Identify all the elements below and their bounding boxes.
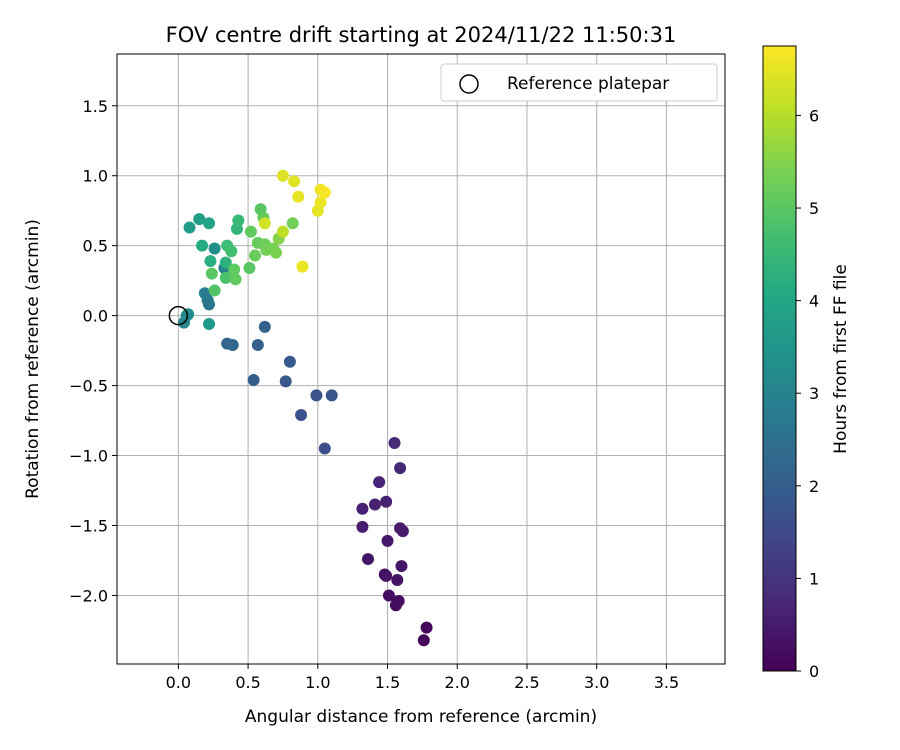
scatter-point [205,267,218,280]
x-tick-label: 1.5 [375,673,400,692]
scatter-point [193,213,206,226]
scatter-point [296,260,309,273]
scatter-point [204,255,217,268]
scatter-point [381,534,394,547]
x-axis-label: Angular distance from reference (arcmin) [245,707,597,727]
scatter-point [276,169,289,182]
plot-frame [116,53,726,665]
scatter-point [380,495,393,508]
scatter-point [380,569,393,582]
scatter-point [198,287,211,300]
scatter-point [251,339,264,352]
scatter-point [356,520,369,533]
y-tick-label: 1.5 [83,97,108,116]
scatter-point [368,498,381,511]
colorbar [762,45,797,672]
scatter-point [208,242,221,255]
colorbar-tick-label: 5 [809,199,819,218]
scatter-point [382,589,395,602]
x-tick-label: 3.5 [654,673,679,692]
x-tick-label: 0.0 [166,673,191,692]
scatter-point [394,462,407,475]
x-tick-label: 3.0 [584,673,609,692]
colorbar-tick-label: 1 [809,569,819,588]
scatter-point [203,318,216,331]
colorbar-tick-label: 3 [809,384,819,403]
scatter-point [314,196,327,209]
legend-box [440,63,718,102]
scatter-point [292,190,305,203]
scatter-point [226,339,239,352]
y-axis-ticks: −2.0 −1.5 −1.0 −0.5 0.0 0.5 1.0 1.5 [69,97,117,605]
x-tick-label: 2.0 [445,673,470,692]
scatter-point [276,225,289,238]
scatter-point [318,186,331,199]
grid-lines [117,54,725,664]
y-axis-label: Rotation from reference (arcmin) [23,219,43,499]
y-tick-label: −1.5 [69,516,108,535]
legend: Reference platepar [440,63,718,102]
scatter-point [310,389,323,402]
x-axis-ticks: 0.0 0.5 1.0 1.5 2.0 2.5 3.0 3.5 [166,664,679,692]
scatter-point [249,249,262,262]
scatter-point [243,262,256,275]
colorbar-tick-label: 2 [809,477,819,496]
scatter-point [196,239,209,252]
scatter-point [392,595,405,608]
colorbar-tick-label: 6 [809,106,819,125]
scatter-point [219,256,232,269]
scatter-point [228,263,241,276]
scatter-point [283,355,296,368]
scatter-point [395,560,408,573]
y-tick-label: −0.5 [69,377,108,396]
scatter-point [183,221,196,234]
chart-title: FOV centre drift starting at 2024/11/22 … [166,23,677,47]
scatter-point [396,525,409,538]
colorbar-tick-label: 4 [809,292,819,311]
scatter-point [229,273,242,286]
scatter-point [295,408,308,421]
scatter-point [208,284,221,297]
scatter-point [362,553,375,566]
x-tick-label: 2.5 [514,673,539,692]
y-tick-label: 0.5 [83,237,108,256]
scatter-point [258,320,271,333]
colorbar-label: Hours from first FF file [831,264,851,454]
scatter-point [420,621,433,634]
scatter-point [318,442,331,455]
scatter-point [391,574,404,587]
scatter-point [203,217,216,230]
scatter-point [373,476,386,489]
y-tick-label: 1.0 [83,167,108,186]
colorbar-ticks: 0 1 2 3 4 5 6 [796,106,819,681]
y-tick-label: −2.0 [69,586,108,605]
scatter-point [288,175,301,188]
scatter-point [417,634,430,647]
scatter-point [225,245,238,258]
y-tick-label: 0.0 [83,307,108,326]
scatter-point [356,502,369,515]
data-points [177,169,433,647]
reference-marker [168,305,189,326]
scatter-point [279,375,292,388]
scatter-point [182,308,195,321]
scatter-point [244,225,257,238]
scatter-point [247,373,260,386]
scatter-point [232,214,245,227]
scatter-point [286,217,299,230]
y-tick-label: −1.0 [69,447,108,466]
scatter-point [388,436,401,449]
scatter-point [258,217,271,230]
scatter-point [269,246,282,259]
colorbar-tick-label: 0 [809,662,819,681]
scatter-point [325,389,338,402]
x-tick-label: 1.0 [305,673,330,692]
legend-marker [459,74,479,94]
scatter-point [219,271,232,284]
legend-label: Reference platepar [507,74,669,94]
x-tick-label: 0.5 [235,673,260,692]
